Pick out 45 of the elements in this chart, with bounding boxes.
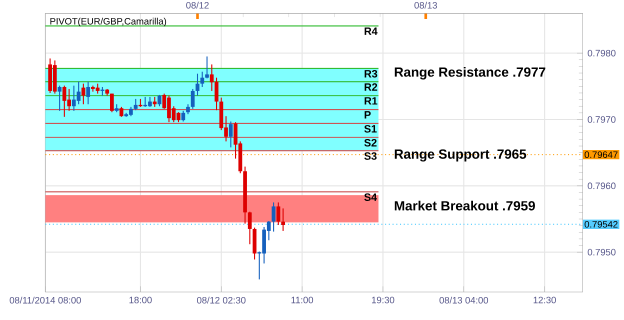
- y-tick-label: 0.7970: [588, 116, 616, 123]
- candlestick: [272, 202, 276, 232]
- ref-line-label: R1: [364, 97, 378, 105]
- chart-title: PIVOT(EUR/GBP,Camarilla): [50, 18, 166, 26]
- ref-line-label: S4: [364, 193, 377, 201]
- annotation: Range Resistance .7977: [394, 67, 546, 80]
- candlestick: [81, 83, 86, 105]
- x2-tick-label: 08/12: [186, 2, 209, 9]
- ref-line-label: 0.79542: [584, 221, 618, 228]
- x-tick-label: 08/12 02:30: [196, 296, 246, 304]
- ref-line-label: R2: [364, 83, 378, 91]
- y-tick-label: 0.7950: [588, 248, 616, 256]
- x-tick-label: 11:00: [291, 296, 314, 304]
- ref-line-label: R4: [364, 28, 378, 35]
- x-tick-label: 12:30: [534, 296, 556, 304]
- candlestick: [134, 98, 138, 111]
- x2-tick-label: 08/13: [414, 2, 437, 9]
- x-tick-label: 19:30: [372, 296, 394, 304]
- x-tick-label: 08/13 04:00: [439, 296, 488, 304]
- candlestick: [58, 85, 62, 112]
- annotation: Market Breakout .7959: [394, 200, 535, 210]
- y-tick-label: 0.7980: [588, 50, 616, 56]
- candlestick: [228, 120, 233, 148]
- ref-line-label: 0.79647: [584, 151, 618, 158]
- candlestick: [200, 71, 204, 88]
- ref-line-label: S2: [364, 139, 377, 147]
- ref-line-label: R3: [364, 70, 378, 78]
- x-tick-label: 08/11/2014 08:00: [10, 296, 81, 304]
- candlestick: [86, 81, 90, 105]
- ref-line-label: S1: [364, 125, 377, 133]
- candlestick: [281, 208, 285, 232]
- ref-line-label: P: [364, 111, 371, 118]
- candlestick: [276, 202, 280, 226]
- ref-line-label: S3: [364, 152, 377, 160]
- candlestick: [248, 211, 252, 245]
- candlestick: [110, 93, 114, 113]
- candlestick: [186, 104, 190, 115]
- annotation: Range Support .7965: [394, 149, 526, 162]
- candlestick: [120, 106, 124, 118]
- x-tick-label: 18:00: [129, 296, 152, 304]
- candlestick: [190, 88, 195, 110]
- y-tick-label: 0.7960: [588, 182, 616, 190]
- candlestick: [158, 94, 162, 107]
- candlestick: [196, 73, 200, 96]
- candlestick: [205, 56, 209, 79]
